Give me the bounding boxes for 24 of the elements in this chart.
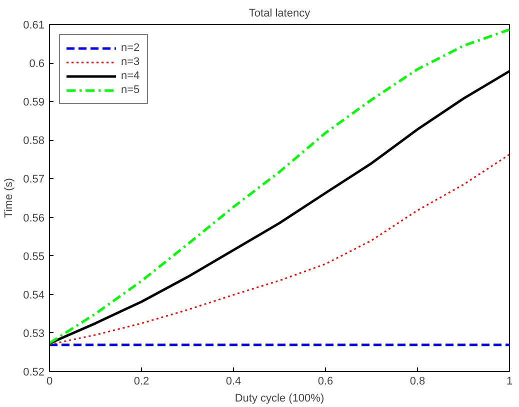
y-tick-label: 0.54 — [23, 289, 45, 302]
x-tick-label: 0.6 — [318, 376, 334, 388]
y-tick-label: 0.59 — [23, 96, 45, 109]
x-tick-label: 0 — [46, 376, 53, 388]
y-tick-label: 0.6 — [29, 58, 45, 70]
y-tick-label: 0.57 — [23, 174, 45, 186]
y-axis-title: Time (s) — [3, 178, 16, 218]
legend-label: n=5 — [121, 83, 141, 97]
y-tick-label: 0.53 — [23, 328, 45, 340]
y-tick-label: 0.52 — [23, 366, 45, 378]
x-tick-label: 0.8 — [410, 376, 426, 388]
x-axis-title: Duty cycle (100%) — [234, 392, 324, 404]
chart-title: Total latency — [248, 8, 311, 20]
x-tick-label: 0.2 — [134, 376, 150, 388]
legend-label: n=2 — [121, 41, 141, 55]
line-series — [50, 154, 510, 346]
x-tick-label: 1 — [506, 376, 513, 388]
legend-label: n=3 — [121, 55, 141, 69]
legend-label: n=4 — [121, 69, 141, 83]
y-tick-label: 0.56 — [23, 212, 45, 224]
x-tick-label: 0.4 — [226, 376, 242, 388]
y-tick-label: 0.55 — [23, 250, 45, 263]
y-tick-label: 0.61 — [23, 20, 45, 32]
y-tick-label: 0.58 — [23, 135, 45, 148]
